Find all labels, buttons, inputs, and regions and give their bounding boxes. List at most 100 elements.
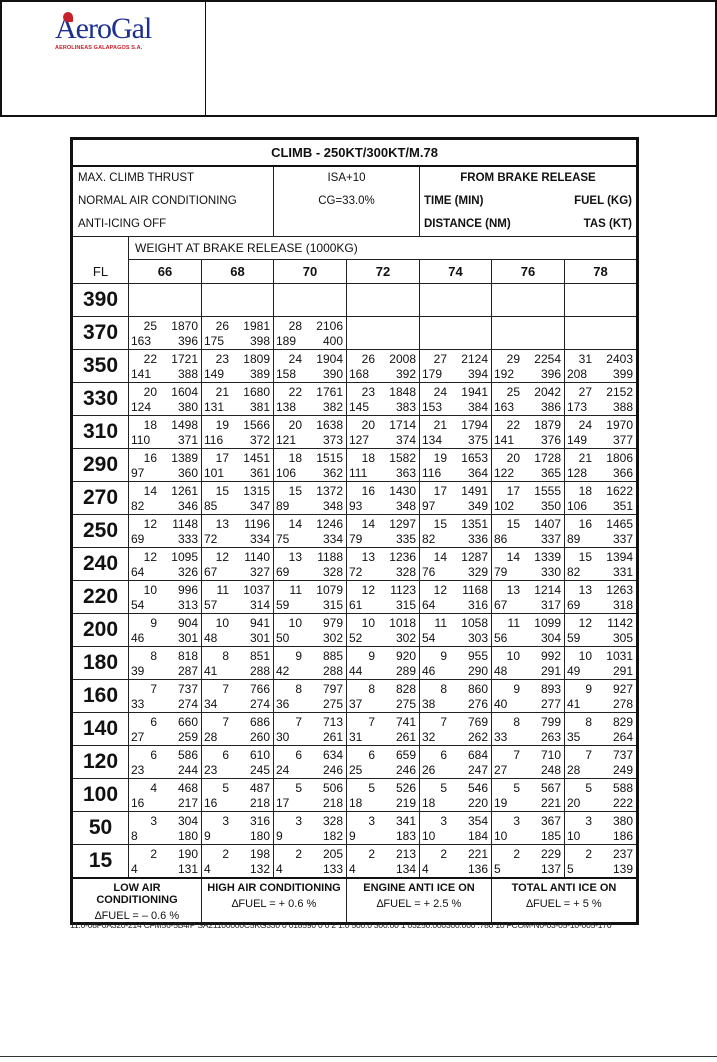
climb-cell: 25 1870 163 396 [128, 316, 202, 350]
climb-cell: 21 1806 128 366 [564, 448, 638, 482]
time-value: 10 [361, 616, 375, 630]
flight-level: 290 [71, 448, 129, 482]
climb-cell: 6 659 25 246 [346, 745, 420, 779]
document-code: 11.0-08F0A320-214 CFM56-5B4/P SA21100000… [70, 920, 612, 930]
time-value: 7 [440, 715, 447, 729]
tas-value: 218 [322, 796, 343, 810]
tas-value: 383 [395, 400, 416, 414]
time-value: 23 [215, 352, 229, 366]
distance-value: 79 [349, 532, 363, 546]
climb-cell: 7 741 31 261 [346, 712, 420, 746]
header-divider [205, 2, 206, 115]
tas-value: 334 [249, 532, 270, 546]
tas-value: 313 [177, 598, 198, 612]
tas-value: 348 [395, 499, 416, 513]
fuel-value: 1604 [171, 385, 198, 399]
table-row: 100 4 468 16 217 5 487 16 218 5 506 17 218 5 526 18 219 5… [71, 778, 638, 812]
table-row: 120 6 586 23 244 6 610 23 245 6 634 24 246 6 659 25 246 6… [71, 745, 638, 779]
distance-value: 106 [276, 466, 297, 480]
climb-cell: 26 1981 175 398 [201, 316, 274, 350]
distance-value: 46 [131, 631, 145, 645]
distance-value: 138 [276, 400, 297, 414]
climb-cell: 24 1904 158 390 [273, 349, 347, 383]
tas-value: 288 [249, 664, 270, 678]
fuel-value: 2254 [534, 352, 561, 366]
time-value: 12 [361, 583, 375, 597]
legend-time: TIME (MIN) [424, 195, 484, 207]
fuel-value: 1188 [317, 550, 343, 564]
tas-value: 139 [612, 862, 633, 876]
distance-value: 40 [494, 697, 508, 711]
distance-value: 141 [131, 367, 152, 381]
time-value: 17 [215, 451, 229, 465]
table-title: CLIMB - 250KT/300KT/M.78 [71, 138, 638, 167]
time-value: 13 [215, 517, 229, 531]
tas-value: 217 [177, 796, 198, 810]
tas-value: 380 [177, 400, 198, 414]
climb-cell: 5 526 18 219 [346, 778, 420, 812]
tas-value: 336 [467, 532, 488, 546]
tas-value: 329 [467, 565, 488, 579]
fuel-value: 1297 [389, 517, 416, 531]
climb-cell: 22 1761 138 382 [273, 382, 347, 416]
tas-value: 134 [395, 862, 416, 876]
distance-value: 59 [276, 598, 290, 612]
fuel-value: 1622 [606, 484, 633, 498]
climb-cell: 2 229 5 137 [491, 844, 565, 879]
tas-value: 274 [177, 697, 198, 711]
climb-cell: 8 828 37 275 [346, 679, 420, 713]
tas-value: 328 [395, 565, 416, 579]
fuel-value: 920 [395, 649, 416, 663]
fuel-value: 996 [177, 583, 198, 597]
fuel-value: 1806 [606, 451, 633, 465]
tas-value: 180 [249, 829, 270, 843]
fuel-value: 1079 [316, 583, 343, 597]
distance-value: 4 [349, 862, 356, 876]
tas-value: 301 [177, 631, 198, 645]
tas-value: 374 [395, 433, 416, 447]
fuel-value: 797 [322, 682, 343, 696]
fuel-value: 686 [249, 715, 270, 729]
distance-value: 128 [567, 466, 588, 480]
fuel-value: 1018 [389, 616, 416, 630]
weight-column-header: 70 [273, 259, 347, 284]
fuel-value: 221 [467, 847, 488, 861]
time-value: 26 [215, 319, 229, 333]
time-value: 11 [289, 583, 302, 597]
climb-cell: 10 941 48 301 [201, 613, 274, 647]
fuel-value: 1515 [316, 451, 343, 465]
climb-cell: 13 1196 72 334 [201, 514, 274, 548]
table-row: 310 18 1498 110 371 19 1566 116 372 20 1638 121 373 2… [71, 415, 638, 449]
climb-cell: 5 506 17 218 [273, 778, 347, 812]
table-row: 240 12 1095 64 326 12 1140 67 327 13 1188 69 328 13 12… [71, 547, 638, 581]
distance-value: 79 [494, 565, 508, 579]
tas-value: 275 [322, 697, 343, 711]
time-value: 19 [433, 451, 447, 465]
time-value: 6 [222, 748, 229, 762]
time-value: 22 [288, 385, 302, 399]
time-value: 6 [295, 748, 302, 762]
distance-value: 64 [422, 598, 436, 612]
fuel-value: 1491 [461, 484, 488, 498]
time-value: 20 [361, 418, 375, 432]
tas-value: 399 [612, 367, 633, 381]
fuel-value: 2152 [606, 385, 633, 399]
time-value: 6 [150, 748, 157, 762]
fl-header: FL [71, 236, 129, 284]
distance-value: 10 [494, 829, 508, 843]
distance-value: 208 [567, 367, 588, 381]
fuel-value: 955 [467, 649, 488, 663]
tas-value: 301 [249, 631, 270, 645]
time-value: 2 [150, 847, 157, 861]
climb-cell [419, 283, 492, 317]
time-value: 9 [150, 616, 157, 630]
fuel-value: 1168 [462, 583, 488, 597]
distance-value: 41 [567, 697, 581, 711]
tas-value: 180 [177, 829, 198, 843]
correction-value: ∆FUEL = + 5 % [526, 898, 602, 910]
condition-anti-ice: ANTI-ICING OFF [78, 218, 167, 230]
time-value: 14 [506, 550, 520, 564]
fuel-value: 828 [395, 682, 416, 696]
distance-value: 8 [131, 829, 138, 843]
climb-cell: 3 341 9 183 [346, 811, 420, 845]
